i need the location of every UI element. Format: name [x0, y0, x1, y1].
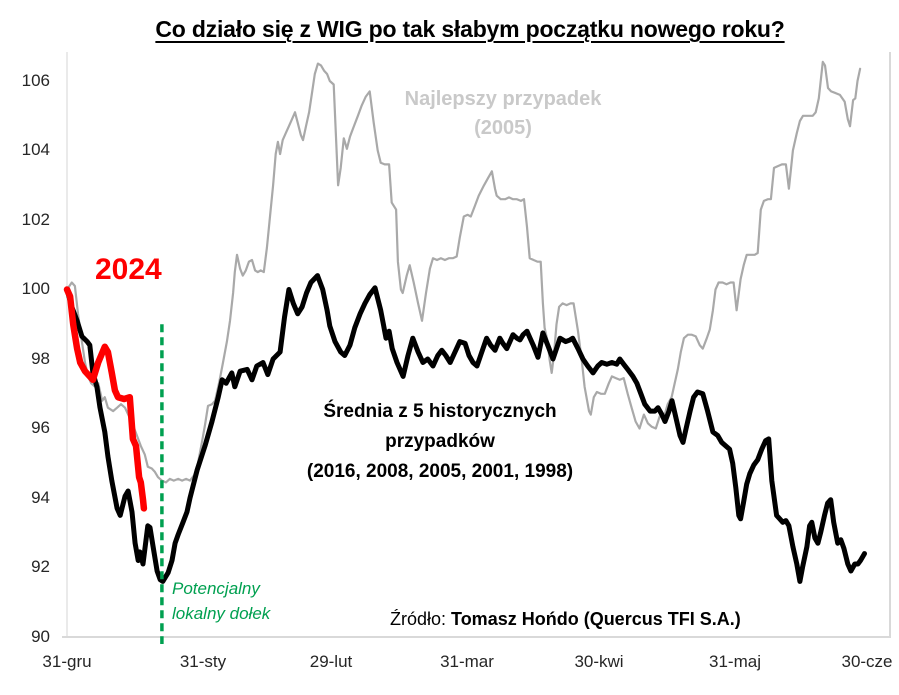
y-axis-tick-104: 104 — [21, 140, 50, 159]
y-axis-tick-100: 100 — [21, 279, 50, 298]
x-axis-tick-30-kwi: 30-kwi — [574, 652, 624, 671]
x-axis-tick-31-sty: 31-sty — [179, 652, 227, 671]
x-axis-tick-31-mar: 31-mar — [440, 652, 494, 671]
average-label-line3: (2016, 2008, 2005, 2001, 1998) — [306, 461, 574, 482]
average-label-line1: Średnia z 5 historycznych — [323, 401, 557, 422]
best-case-label-line1: Najlepszy przypadek — [404, 88, 602, 110]
series-line-best-case-2005 — [65, 60, 862, 484]
series-label-2024: 2024 — [95, 253, 162, 286]
x-axis-tick-31-gru: 31-gru — [42, 652, 92, 671]
y-axis-tick-96: 96 — [31, 418, 50, 437]
series-line-average-5-cases — [64, 273, 867, 584]
source-label: Źródło: Tomasz Hońdo (Quercus TFI S.A.) — [390, 607, 741, 631]
x-axis-tick-30-cze: 30-cze — [841, 652, 893, 671]
y-axis-tick-106: 106 — [21, 71, 50, 90]
y-axis-tick-102: 102 — [21, 210, 50, 229]
series-line-year-2024 — [63, 286, 148, 512]
x-axis-tick-31-maj: 31-maj — [709, 652, 761, 671]
chart-title: Co działo się z WIG po tak słabym począt… — [155, 16, 785, 42]
y-axis-tick-98: 98 — [31, 349, 50, 368]
x-axis-tick-29-lut: 29-lut — [309, 652, 353, 671]
y-axis-tick-94: 94 — [31, 488, 50, 507]
local-bottom-label: Potencjalny lokalny dołek — [172, 576, 270, 626]
best-case-label-line2: (2005) — [474, 117, 532, 139]
source-name: Tomasz Hońdo (Quercus TFI S.A.) — [451, 609, 741, 629]
average-label-line2: przypadków — [385, 431, 495, 452]
local-bottom-label-line2: lokalny dołek — [172, 604, 271, 623]
source-prefix: Źródło: — [390, 609, 452, 629]
series-label-average: Średnia z 5 historycznych przypadków (20… — [250, 397, 630, 487]
series-layer — [63, 60, 867, 644]
local-bottom-label-line1: Potencjalny — [172, 579, 260, 598]
y-axis-tick-90: 90 — [31, 627, 50, 646]
series-label-best-case: Najlepszy przypadek (2005) — [350, 85, 656, 143]
y-axis-tick-92: 92 — [31, 557, 50, 576]
